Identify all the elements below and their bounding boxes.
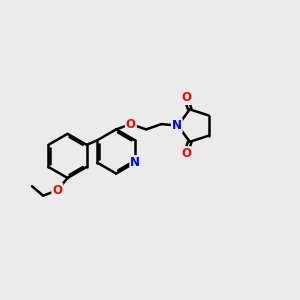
Text: O: O <box>52 184 62 197</box>
Text: N: N <box>172 119 182 132</box>
Text: O: O <box>181 147 191 160</box>
Text: O: O <box>126 118 136 130</box>
Text: O: O <box>181 91 191 104</box>
Text: N: N <box>130 156 140 169</box>
